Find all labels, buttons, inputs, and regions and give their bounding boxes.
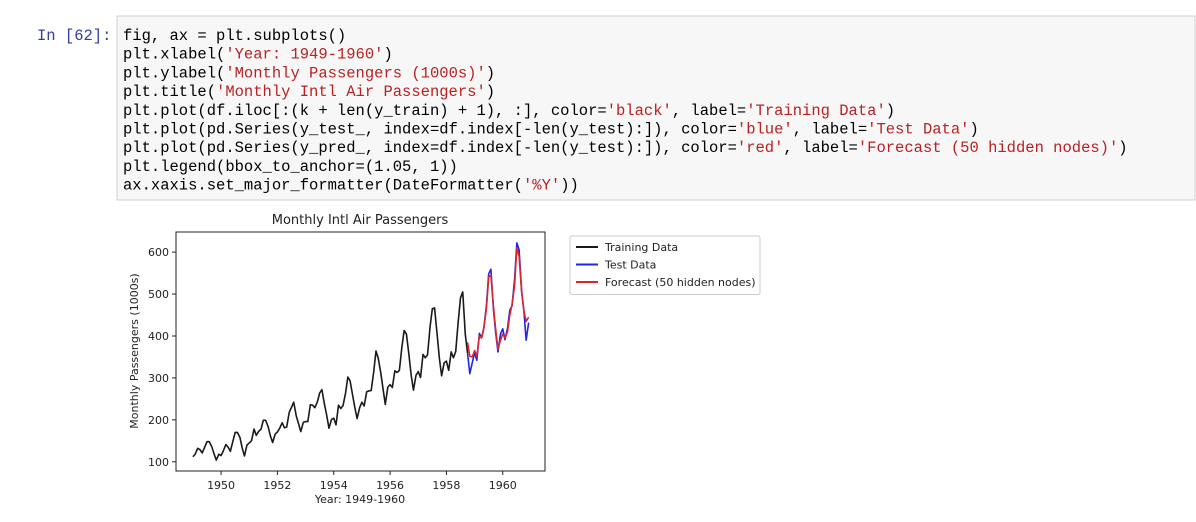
code-line: plt.plot(df.iloc[:(k + len(y_train) + 1)… [123,102,895,120]
y-tick-label: 500 [148,288,169,301]
legend-label: Training Data [604,241,678,254]
code-string: 'Year: 1949-1960' [225,46,383,64]
x-tick-label: 1956 [376,479,404,492]
code-token: ) [383,46,392,64]
code-token: ) [1118,139,1127,157]
code-string: 'blue' [737,121,793,139]
y-tick-label: 600 [148,246,169,259]
series-line [192,291,469,461]
x-tick-label: 1952 [263,479,291,492]
legend-box [569,235,761,295]
code-string: 'Forecast (50 hidden nodes)' [858,139,1118,157]
code-token: fig, ax = plt.subplots() [123,27,346,45]
legend-label: Forecast (50 hidden nodes) [605,276,756,289]
cell-prompt: In [62]: [37,27,111,45]
y-axis-label: Monthly Passengers (1000s) [128,273,141,428]
code-string: 'Monthly Passengers (1000s)' [225,64,485,82]
code-token: ax.xaxis.set_major_formatter(DateFormatt… [123,177,523,195]
legend-label: Test Data [604,259,656,272]
code-line: ax.xaxis.set_major_formatter(DateFormatt… [123,177,579,195]
x-axis-label: Year: 1949-1960 [314,493,405,506]
code-string: 'Test Data' [867,121,969,139]
code-token: ) [886,102,895,120]
code-string: 'Monthly Intl Air Passengers' [216,83,486,101]
x-tick-label: 1958 [432,479,460,492]
code-token: ) [969,121,978,139]
code-line: plt.ylabel('Monthly Passengers (1000s)') [123,64,495,82]
code-line: plt.title('Monthly Intl Air Passengers') [123,83,495,101]
code-token: plt.plot(df.iloc[:(k + len(y_train) + 1)… [123,102,607,120]
code-token: plt.plot(pd.Series(y_pred_, index=df.ind… [123,139,737,157]
code-string: '%Y' [523,177,560,195]
code-block: fig, ax = plt.subplots()plt.xlabel('Year… [123,27,1128,195]
code-token: plt.ylabel( [123,64,225,82]
code-token: , label= [783,139,857,157]
code-line: fig, ax = plt.subplots() [123,27,346,45]
code-line: plt.plot(pd.Series(y_test_, index=df.ind… [123,121,979,139]
code-cell[interactable] [116,15,1196,201]
x-tick-label: 1950 [207,479,235,492]
code-token: plt.legend(bbox_to_anchor=(1.05, 1)) [123,158,458,176]
code-token: ) [486,83,495,101]
code-token: )) [560,177,579,195]
code-token: , label= [793,121,867,139]
y-tick-label: 100 [148,456,169,469]
code-string: 'black' [607,102,672,120]
code-line: plt.plot(pd.Series(y_pred_, index=df.ind… [123,139,1128,157]
plot-frame [175,231,546,472]
chart-title: Monthly Intl Air Passengers [272,213,449,228]
code-token: plt.title( [123,83,216,101]
y-tick-label: 400 [148,330,169,343]
code-string: 'red' [737,139,784,157]
code-line: plt.legend(bbox_to_anchor=(1.05, 1)) [123,158,458,176]
x-tick-label: 1954 [320,479,348,492]
code-token: plt.plot(pd.Series(y_test_, index=df.ind… [123,121,737,139]
chart: Monthly Intl Air Passengers Year: 1949-1… [128,213,761,506]
y-tick-label: 300 [148,372,169,385]
code-line: plt.xlabel('Year: 1949-1960') [123,46,393,64]
code-string: 'Training Data' [746,102,886,120]
x-tick-label: 1960 [489,479,517,492]
series-line [466,247,530,358]
y-tick-label: 200 [148,414,169,427]
code-token: , label= [672,102,746,120]
code-token: ) [486,64,495,82]
code-token: plt.xlabel( [123,46,225,64]
